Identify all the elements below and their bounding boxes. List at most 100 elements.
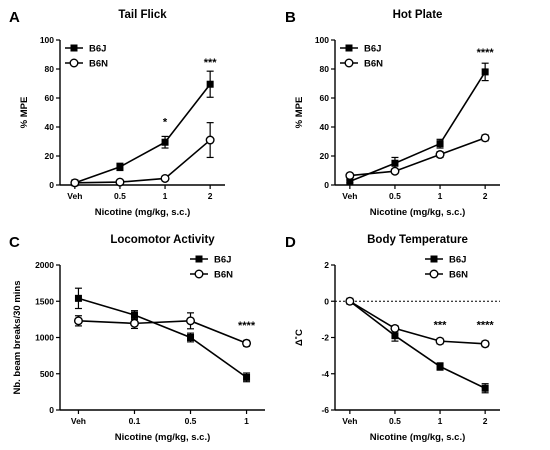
y-tick-label: 0 [49,180,54,190]
x-tick-label: Veh [67,191,82,201]
x-axis-label: Nicotine (mg/kg, s.c.) [370,207,466,218]
panel-d: D Body Temperature -6 -4 -2 0 2 Veh 0.5 1 2 Nicotin… [285,234,500,443]
legend-marker [344,58,354,68]
y-tick-label: 60 [45,93,55,103]
y-tick-label: 0 [324,180,329,190]
series-b6j [74,287,251,383]
data-point [116,163,124,171]
y-tick-label: 500 [40,369,54,379]
y-tick-label: 20 [45,151,55,161]
data-point [206,80,214,88]
legend-marker [195,255,203,263]
panel-letter: A [9,9,20,26]
y-tick-label: 100 [40,35,54,45]
series-b6j [71,70,214,187]
y-axis-label: Δ˚C [294,329,305,346]
y-tick-label: -4 [321,369,329,379]
legend-marker [194,269,204,279]
legend-label: B6J [214,255,231,266]
x-tick-label: 2 [483,416,488,426]
series-line [78,297,248,379]
legend-label: B6J [449,255,466,266]
legend-label: B6N [449,270,468,281]
data-point [161,138,169,146]
legend-marker [345,44,353,52]
data-point [481,68,489,76]
y-tick-label: 0 [324,296,329,306]
series-b6n [345,133,490,181]
x-tick-label: Veh [342,191,357,201]
data-point [390,166,400,176]
x-tick-label: 1 [163,191,168,201]
data-point [115,177,125,187]
data-point [435,150,445,160]
series-line [78,320,247,345]
y-axis-label: % MPE [294,97,305,129]
x-tick-label: Veh [71,416,86,426]
data-point [205,135,215,145]
y-tick-label: 60 [320,93,330,103]
data-point [130,311,138,319]
x-tick-label: 0.5 [114,191,126,201]
y-tick-label: 1500 [35,296,54,306]
data-point [129,318,139,328]
series-b6n [70,122,215,188]
legend-label: B6N [214,270,233,281]
chart-title: Tail Flick [118,9,167,21]
series-b6j [346,62,489,185]
significance-label: **** [238,320,256,332]
series-line [74,83,211,184]
legend-label: B6N [89,59,108,70]
series-line [74,139,211,184]
chart-title: Locomotor Activity [110,234,215,246]
x-tick-label: 1 [438,191,443,201]
x-axis-label: Nicotine (mg/kg, s.c.) [370,432,466,443]
legend-marker [70,44,78,52]
x-tick-label: 2 [208,191,213,201]
significance-label: *** [434,319,448,331]
x-tick-label: Veh [342,416,357,426]
series-b6n [73,312,252,348]
data-point [73,316,83,326]
y-tick-label: 1000 [35,333,54,343]
data-point [436,363,444,370]
data-point [70,178,80,188]
y-tick-label: 40 [320,122,330,132]
data-point [243,373,251,381]
data-point [390,323,400,333]
panel-b: B Hot Plate 0 20 40 60 80 100 Veh 0.5 1 2 Nicotine (… [285,9,500,218]
series-line [349,300,486,389]
y-tick-label: 80 [45,64,55,74]
chart-title: Body Temperature [367,234,468,246]
data-point [391,332,399,340]
data-point [345,171,355,181]
y-axis-label: % MPE [19,97,30,129]
x-axis-label: Nicotine (mg/kg, s.c.) [115,432,211,443]
data-point [435,336,445,346]
y-tick-label: 2 [324,260,329,270]
data-point [345,296,355,306]
series-line [349,300,486,345]
x-tick-label: 0.5 [185,416,197,426]
x-axis-label: Nicotine (mg/kg, s.c.) [95,207,191,218]
panel-letter: D [285,234,296,251]
y-tick-label: -2 [321,333,329,343]
legend-label: B6J [364,44,381,55]
legend-marker [429,269,439,279]
x-tick-label: 1 [438,416,443,426]
data-point [480,339,490,349]
panel-c: C Locomotor Activity 0 500 1000 1500 2000 Veh 0.… [9,234,265,443]
data-point [391,159,399,167]
panel-letter: C [9,234,20,251]
x-tick-label: 0.1 [129,416,141,426]
significance-label: * [163,117,168,129]
data-point [160,173,170,183]
x-tick-label: 0.5 [389,191,401,201]
data-point [242,338,252,348]
y-tick-label: 20 [320,151,330,161]
series-b6n [345,296,490,349]
data-point [186,316,196,326]
significance-label: **** [477,319,495,331]
data-point [74,294,82,302]
